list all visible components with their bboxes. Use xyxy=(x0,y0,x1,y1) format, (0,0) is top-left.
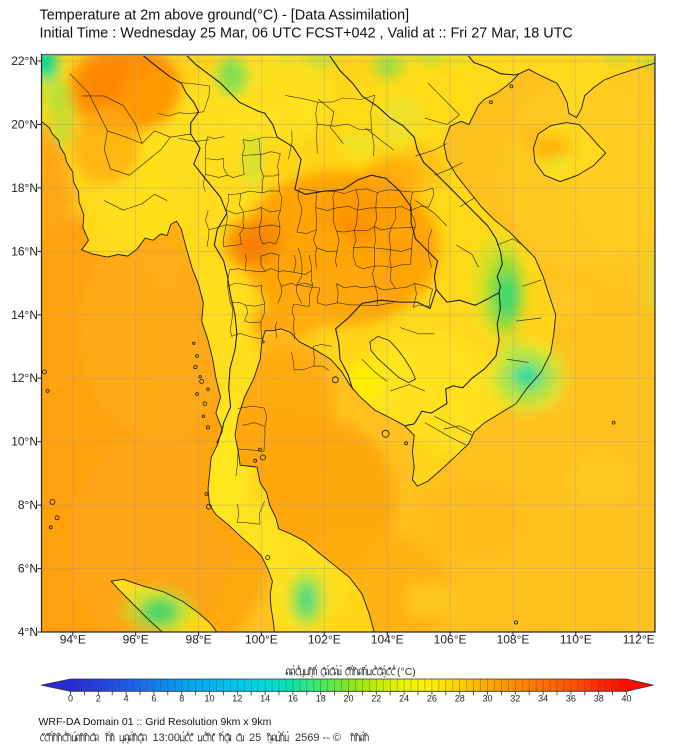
svg-text:16: 16 xyxy=(288,694,298,704)
svg-text:18: 18 xyxy=(316,694,326,704)
svg-text:(°C): (°C) xyxy=(397,666,416,678)
svg-text:38: 38 xyxy=(594,694,604,704)
svg-text:104°E: 104°E xyxy=(371,633,404,647)
svg-text:6: 6 xyxy=(151,694,156,704)
svg-text:30: 30 xyxy=(482,694,492,704)
svg-text:96°E: 96°E xyxy=(123,633,149,647)
svg-text:36: 36 xyxy=(566,694,576,704)
svg-text:24: 24 xyxy=(399,694,409,704)
svg-text:10: 10 xyxy=(204,694,214,704)
svg-text:34: 34 xyxy=(538,694,548,704)
svg-text:18°N: 18°N xyxy=(11,181,38,195)
svg-text:8: 8 xyxy=(179,694,184,704)
svg-text:2: 2 xyxy=(96,694,101,704)
svg-text:14: 14 xyxy=(260,694,270,704)
svg-text:110°E: 110°E xyxy=(560,633,592,647)
svg-text:16°N: 16°N xyxy=(11,244,38,258)
svg-text:40: 40 xyxy=(621,694,631,704)
svg-text:25: 25 xyxy=(249,732,261,744)
svg-text:20: 20 xyxy=(343,694,353,704)
svg-text:22: 22 xyxy=(371,694,381,704)
svg-text:102°E: 102°E xyxy=(308,633,341,647)
svg-text:8°N: 8°N xyxy=(18,498,38,512)
svg-text:112°E: 112°E xyxy=(623,633,655,647)
svg-text:13:00: 13:00 xyxy=(153,732,181,744)
svg-text:26: 26 xyxy=(427,694,437,704)
svg-text:20°N: 20°N xyxy=(11,118,38,132)
svg-text:WRF-DA Domain 01 :: Grid Resol: WRF-DA Domain 01 :: Grid Resolution 9km … xyxy=(39,716,272,728)
svg-text:10°N: 10°N xyxy=(11,435,38,449)
svg-text:12°N: 12°N xyxy=(11,371,38,385)
svg-text:0: 0 xyxy=(68,694,73,704)
svg-text:14°N: 14°N xyxy=(11,308,38,322)
svg-text:28: 28 xyxy=(455,694,465,704)
svg-text:4°N: 4°N xyxy=(18,625,38,639)
svg-text:2569 -- ©: 2569 -- © xyxy=(295,732,341,744)
svg-text:12: 12 xyxy=(232,694,242,704)
svg-text:98°E: 98°E xyxy=(186,633,212,647)
svg-text:22°N: 22°N xyxy=(11,54,38,68)
svg-text:32: 32 xyxy=(510,694,520,704)
svg-text:108°E: 108°E xyxy=(497,633,530,647)
svg-text:4: 4 xyxy=(124,694,129,704)
svg-text:6°N: 6°N xyxy=(18,562,38,576)
svg-text:Temperature at 2m above ground: Temperature at 2m above ground(°C) - [Da… xyxy=(40,8,410,24)
svg-text:Initial Time : Wednesday 25 Ma: Initial Time : Wednesday 25 Mar, 06 UTC … xyxy=(40,25,573,41)
svg-text:100°E: 100°E xyxy=(245,633,278,647)
svg-text:106°E: 106°E xyxy=(434,633,467,647)
svg-text:94°E: 94°E xyxy=(60,633,86,647)
